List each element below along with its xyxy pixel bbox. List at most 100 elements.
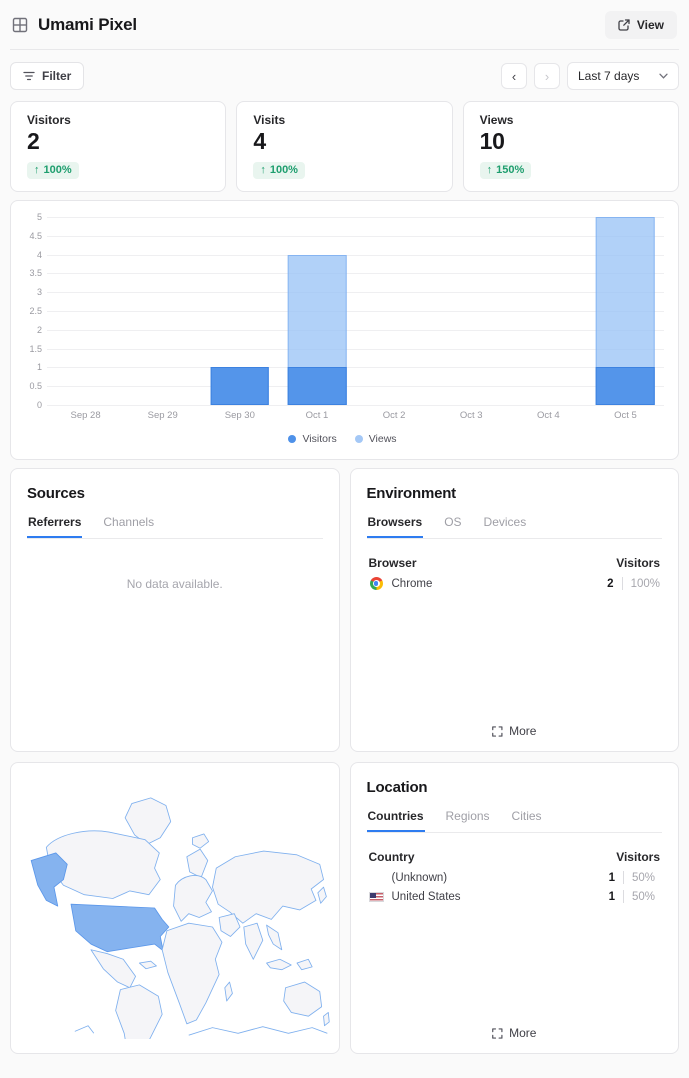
more-button-label: More [509, 1026, 537, 1040]
gridline [47, 386, 664, 388]
x-axis-tick-label: Oct 1 [305, 410, 329, 421]
divider [621, 577, 623, 590]
gridline [47, 329, 664, 331]
x-axis-tick-label: Sep 29 [147, 410, 178, 421]
toolbar: Filter ‹ › Last 7 days [10, 62, 679, 90]
chevron-left-icon: ‹ [511, 68, 517, 84]
legend-item-visitors[interactable]: Visitors [288, 433, 337, 445]
legend-dot [288, 435, 297, 443]
tab-browsers[interactable]: Browsers [367, 515, 424, 538]
tab-devices[interactable]: Devices [483, 515, 527, 529]
legend-label: Visitors [302, 433, 337, 445]
tab-cities[interactable]: Cities [511, 809, 542, 823]
y-axis-tick-label: 3.5 [29, 268, 42, 279]
tab-referrers[interactable]: Referrers [27, 515, 82, 538]
change-value: 100% [43, 164, 72, 176]
divider [623, 871, 624, 884]
metric-label: Views [479, 113, 514, 127]
view-button-label: View [636, 17, 664, 32]
gridline [47, 367, 664, 369]
environment-tabs: Browsers OS Devices [366, 515, 662, 539]
bar-visitors-oct-5[interactable] [596, 367, 655, 405]
x-axis-tick-label: Sep 28 [70, 410, 101, 421]
next-period-button[interactable]: › [534, 63, 560, 89]
tab-os[interactable]: OS [444, 515, 462, 529]
chevron-right-icon: › [544, 68, 550, 84]
row-label: Chrome [391, 577, 433, 590]
filter-button[interactable]: Filter [10, 62, 85, 90]
panel-title: Environment [366, 485, 457, 502]
row-label: United States [391, 890, 461, 903]
row-percent: 50% [632, 890, 656, 903]
gridline [47, 405, 664, 406]
value-column-header: Visitors [616, 850, 660, 864]
date-range-select[interactable]: Last 7 days [567, 62, 679, 90]
arrow-up-icon: ↑ [34, 164, 40, 176]
bar-visitors-oct-1[interactable] [287, 367, 347, 405]
x-axis-tick-label: Sep 30 [224, 410, 255, 421]
y-axis-tick-label: 2 [36, 324, 42, 335]
panel-title: Sources [27, 485, 85, 502]
tab-regions[interactable]: Regions [445, 809, 490, 823]
gridline [47, 254, 664, 256]
legend-dot [354, 435, 363, 443]
chart-legend: Visitors Views [19, 433, 666, 445]
location-panel: Location Countries Regions Cities Countr… [349, 762, 679, 1054]
metric-value: 4 [253, 128, 266, 154]
world-map[interactable] [17, 777, 332, 1039]
metric-card-visitors: Visitors 2 ↑ 100% [10, 101, 227, 192]
table-row[interactable]: (Unknown) 1 50% [367, 868, 663, 887]
chart-x-axis: Sep 28 Sep 29 Sep 30 Oct 1 Oct 2 Oct 3 Oct 4 Oc… [47, 410, 664, 421]
page-title: Umami Pixel [38, 14, 137, 34]
gridline [47, 235, 664, 237]
metric-card-views: Views 10 ↑ 150% [462, 101, 679, 192]
gridline [47, 292, 664, 294]
table-row[interactable]: United States 1 50% [367, 887, 663, 906]
row-percent: 100% [630, 577, 660, 590]
us-flag-icon [368, 891, 384, 902]
gridline [47, 348, 664, 350]
tab-countries[interactable]: Countries [367, 809, 425, 832]
legend-item-views[interactable]: Views [354, 433, 397, 445]
bottom-panel-row: Location Countries Regions Cities Countr… [10, 762, 679, 1054]
middle-panel-row: Sources Referrers Channels No data avail… [10, 468, 679, 752]
world-map-panel[interactable] [10, 762, 340, 1054]
y-axis-tick-label: 3 [36, 287, 42, 298]
y-axis-tick-label: 2.5 [29, 306, 42, 316]
empty-state-message: No data available. [126, 577, 223, 591]
gridline [47, 311, 664, 312]
environment-panel: Environment Browsers OS Devices Browser … [349, 468, 679, 752]
y-axis-tick-label: 5 [36, 212, 42, 222]
arrow-up-icon: ↑ [260, 164, 266, 176]
bar-visitors-sep-30[interactable] [210, 367, 270, 405]
chevron-down-icon [659, 73, 668, 79]
traffic-chart-panel: 5 4.5 4 3.5 3 2.5 2 1.5 1 0.5 0 Sep 28 Sep 29 Sep 30… [10, 200, 679, 460]
metric-value: 2 [27, 128, 40, 154]
y-axis-tick-label: 4 [36, 249, 42, 260]
app-header: Umami Pixel View [10, 0, 679, 50]
x-axis-tick-label: Oct 2 [382, 410, 406, 421]
gridline [47, 217, 664, 218]
view-button[interactable]: View [604, 10, 677, 39]
external-link-icon [618, 18, 630, 31]
filter-button-label: Filter [42, 69, 72, 83]
table-header: Browser Visitors [367, 556, 663, 570]
metric-value: 10 [479, 128, 505, 154]
x-axis-tick-label: Oct 5 [614, 410, 637, 421]
prev-period-button[interactable]: ‹ [501, 63, 527, 89]
location-more-button[interactable]: More [492, 1026, 536, 1040]
y-axis-tick-label: 1 [36, 362, 42, 373]
row-percent: 50% [632, 871, 656, 884]
metric-card-visits: Visits 4 ↑ 100% [236, 101, 453, 192]
grid-icon [12, 17, 28, 33]
row-label: (Unknown) [391, 871, 448, 884]
table-row[interactable]: Chrome 2 100% [367, 574, 663, 593]
environment-more-button[interactable]: More [492, 724, 536, 738]
location-tabs: Countries Regions Cities [366, 809, 662, 833]
expand-icon [492, 725, 503, 737]
y-axis-tick-label: 4.5 [29, 230, 42, 241]
metric-label: Visits [253, 113, 286, 127]
tab-channels[interactable]: Channels [103, 515, 155, 529]
y-axis-tick-label: 1.5 [29, 343, 42, 354]
